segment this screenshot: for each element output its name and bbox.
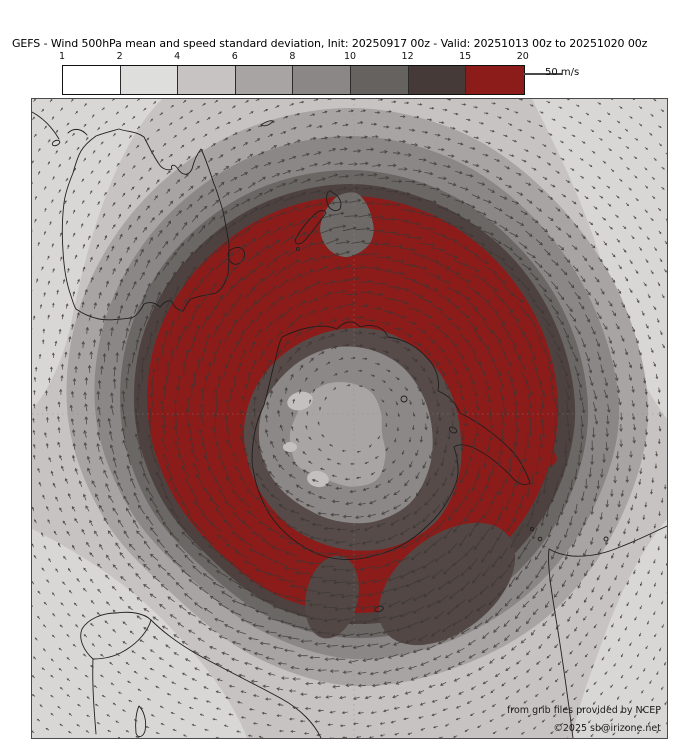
wind-arrow-glyphs [32,99,667,738]
colorbar-segment [120,66,179,94]
weather-map-svg: from grib files provided by NCEP ©2025 s… [32,99,667,738]
weather-map: from grib files provided by NCEP ©2025 s… [31,98,668,739]
coastline-falklands [603,536,609,542]
coastline-australia [61,128,230,321]
band-dark-swath [378,522,516,646]
wind-arrows [32,99,667,738]
colorbar-segment [63,66,121,94]
attribution-line2: ©2025 sb@irizone.net [553,723,661,734]
colorbar-tick: 10 [343,51,357,62]
coastline-south-america [548,525,667,738]
graticule [32,99,667,738]
band-inner-lightest [283,442,297,452]
attribution-line1: from grib files provided by NCEP [507,705,661,716]
colorbar-segment [350,66,409,94]
band-inner-lightest [287,391,313,411]
page-title: GEFS - Wind 500hPa mean and speed standa… [12,37,648,50]
band-light-corner [32,99,162,409]
colorbar-tick: 15 [459,51,472,62]
colorbar-segment [466,66,524,94]
colorbar-tick: 1 [58,51,66,62]
colorbar-tick: 20 [516,51,529,62]
colorbar-tick: 12 [401,51,414,62]
colorbar-segment [235,66,294,94]
coastline-antarctica [251,321,531,560]
coastline-islet [448,426,458,434]
stddev-shaded-bands [32,99,667,738]
reference-arrow-label: 50 m/s [545,67,580,78]
coastline-islet [530,527,534,531]
coastline-madagascar [135,705,147,738]
coastline-africa-east [150,619,322,738]
coastline-nz-north-island [326,190,342,212]
band-inner-lightest [307,470,329,488]
band-inner-light [289,381,386,487]
coastlines [32,111,667,738]
colorbar-ticks: 1 2 4 6 8 10 12 15 20 [0,51,700,63]
coastline-tasmania [227,246,245,265]
colorbar-segment [408,66,467,94]
colorbar-tick: 8 [289,51,296,62]
coastline-islet [51,139,61,147]
coastline-nz-south-island [294,210,327,245]
band-red-patch [488,479,510,499]
colorbar-tick: 4 [174,51,181,62]
coastline-indonesia [32,111,88,140]
coastline-islet [400,395,408,403]
band-light-corner [32,529,247,738]
coastline-islet [537,536,543,542]
colorbar-segment [178,66,236,94]
colorbar [62,65,525,95]
band-light-corner [572,519,667,738]
colorbar-segment [293,66,351,94]
reference-arrow-line [523,73,562,75]
colorbar-tick: 2 [116,51,123,62]
colorbar-tick: 6 [231,51,238,62]
band-dark-swath [305,555,359,639]
